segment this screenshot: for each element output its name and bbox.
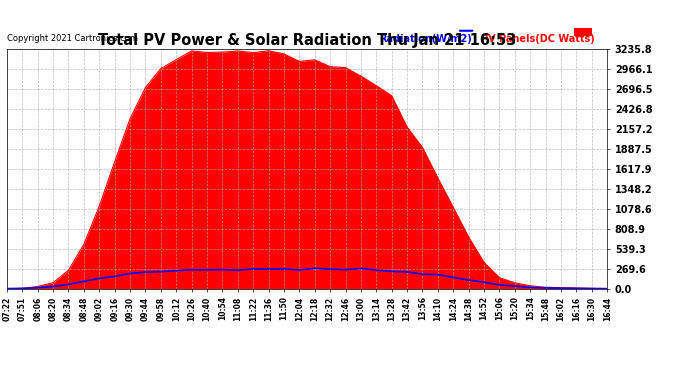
Title: Total PV Power & Solar Radiation Thu Jan 21 16:53: Total PV Power & Solar Radiation Thu Jan… [98, 33, 516, 48]
Text: PV Panels(DC Watts): PV Panels(DC Watts) [481, 34, 595, 44]
Text: Copyright 2021 Cartronics.com: Copyright 2021 Cartronics.com [7, 34, 138, 44]
FancyBboxPatch shape [574, 28, 592, 36]
Text: Radiation(W/m2): Radiation(W/m2) [379, 34, 472, 44]
